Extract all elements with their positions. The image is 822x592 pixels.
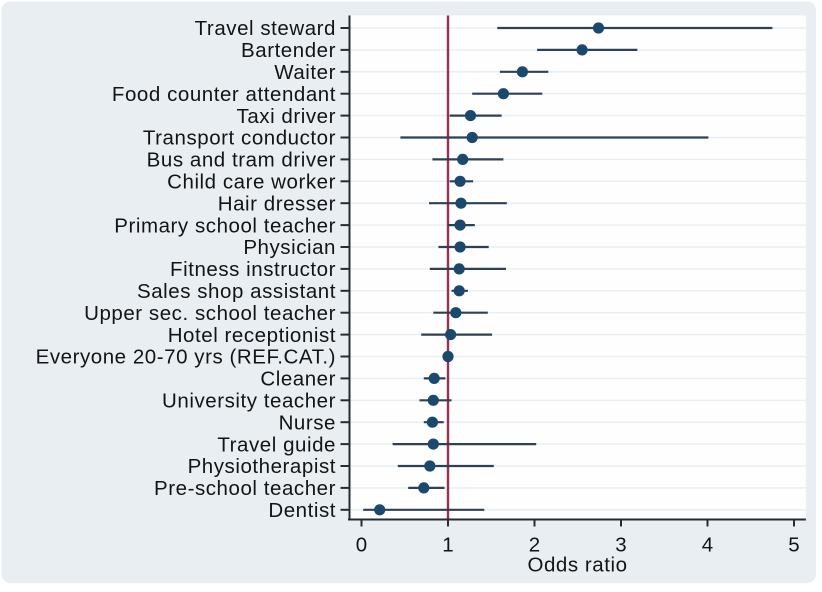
svg-text:Upper sec. school teacher: Upper sec. school teacher [84, 302, 336, 325]
svg-text:Bus and tram driver: Bus and tram driver [147, 149, 336, 172]
svg-text:Hotel receptionist: Hotel receptionist [168, 324, 336, 347]
svg-text:Everyone 20-70 yrs (REF.CAT.): Everyone 20-70 yrs (REF.CAT.) [36, 346, 336, 369]
svg-text:Pre-school teacher: Pre-school teacher [154, 477, 336, 500]
svg-text:Nurse: Nurse [279, 411, 336, 434]
svg-text:2: 2 [529, 534, 540, 557]
svg-text:Taxi driver: Taxi driver [237, 105, 336, 128]
svg-text:Odds ratio: Odds ratio [527, 554, 627, 577]
svg-text:Waiter: Waiter [274, 61, 336, 84]
svg-text:5: 5 [788, 534, 799, 557]
svg-text:Sales shop assistant: Sales shop assistant [137, 280, 336, 303]
svg-text:Food counter attendant: Food counter attendant [112, 83, 336, 106]
svg-text:0: 0 [356, 534, 367, 557]
svg-text:Physician: Physician [243, 236, 336, 259]
svg-text:Fitness instructor: Fitness instructor [170, 258, 336, 281]
svg-text:4: 4 [702, 534, 713, 557]
svg-text:Transport conductor: Transport conductor [143, 127, 336, 150]
svg-text:1: 1 [442, 534, 453, 557]
svg-text:Primary school teacher: Primary school teacher [114, 214, 336, 237]
svg-text:Child care worker: Child care worker [167, 171, 336, 194]
svg-text:Hair dresser: Hair dresser [218, 192, 336, 215]
svg-text:Dentist: Dentist [268, 499, 336, 522]
svg-text:Bartender: Bartender [241, 39, 336, 62]
svg-text:3: 3 [615, 534, 626, 557]
svg-text:University teacher: University teacher [162, 390, 336, 413]
svg-text:Cleaner: Cleaner [260, 368, 336, 391]
svg-text:Travel guide: Travel guide [217, 433, 336, 456]
svg-text:Travel steward: Travel steward [195, 17, 336, 40]
svg-text:Physiotherapist: Physiotherapist [188, 455, 336, 478]
